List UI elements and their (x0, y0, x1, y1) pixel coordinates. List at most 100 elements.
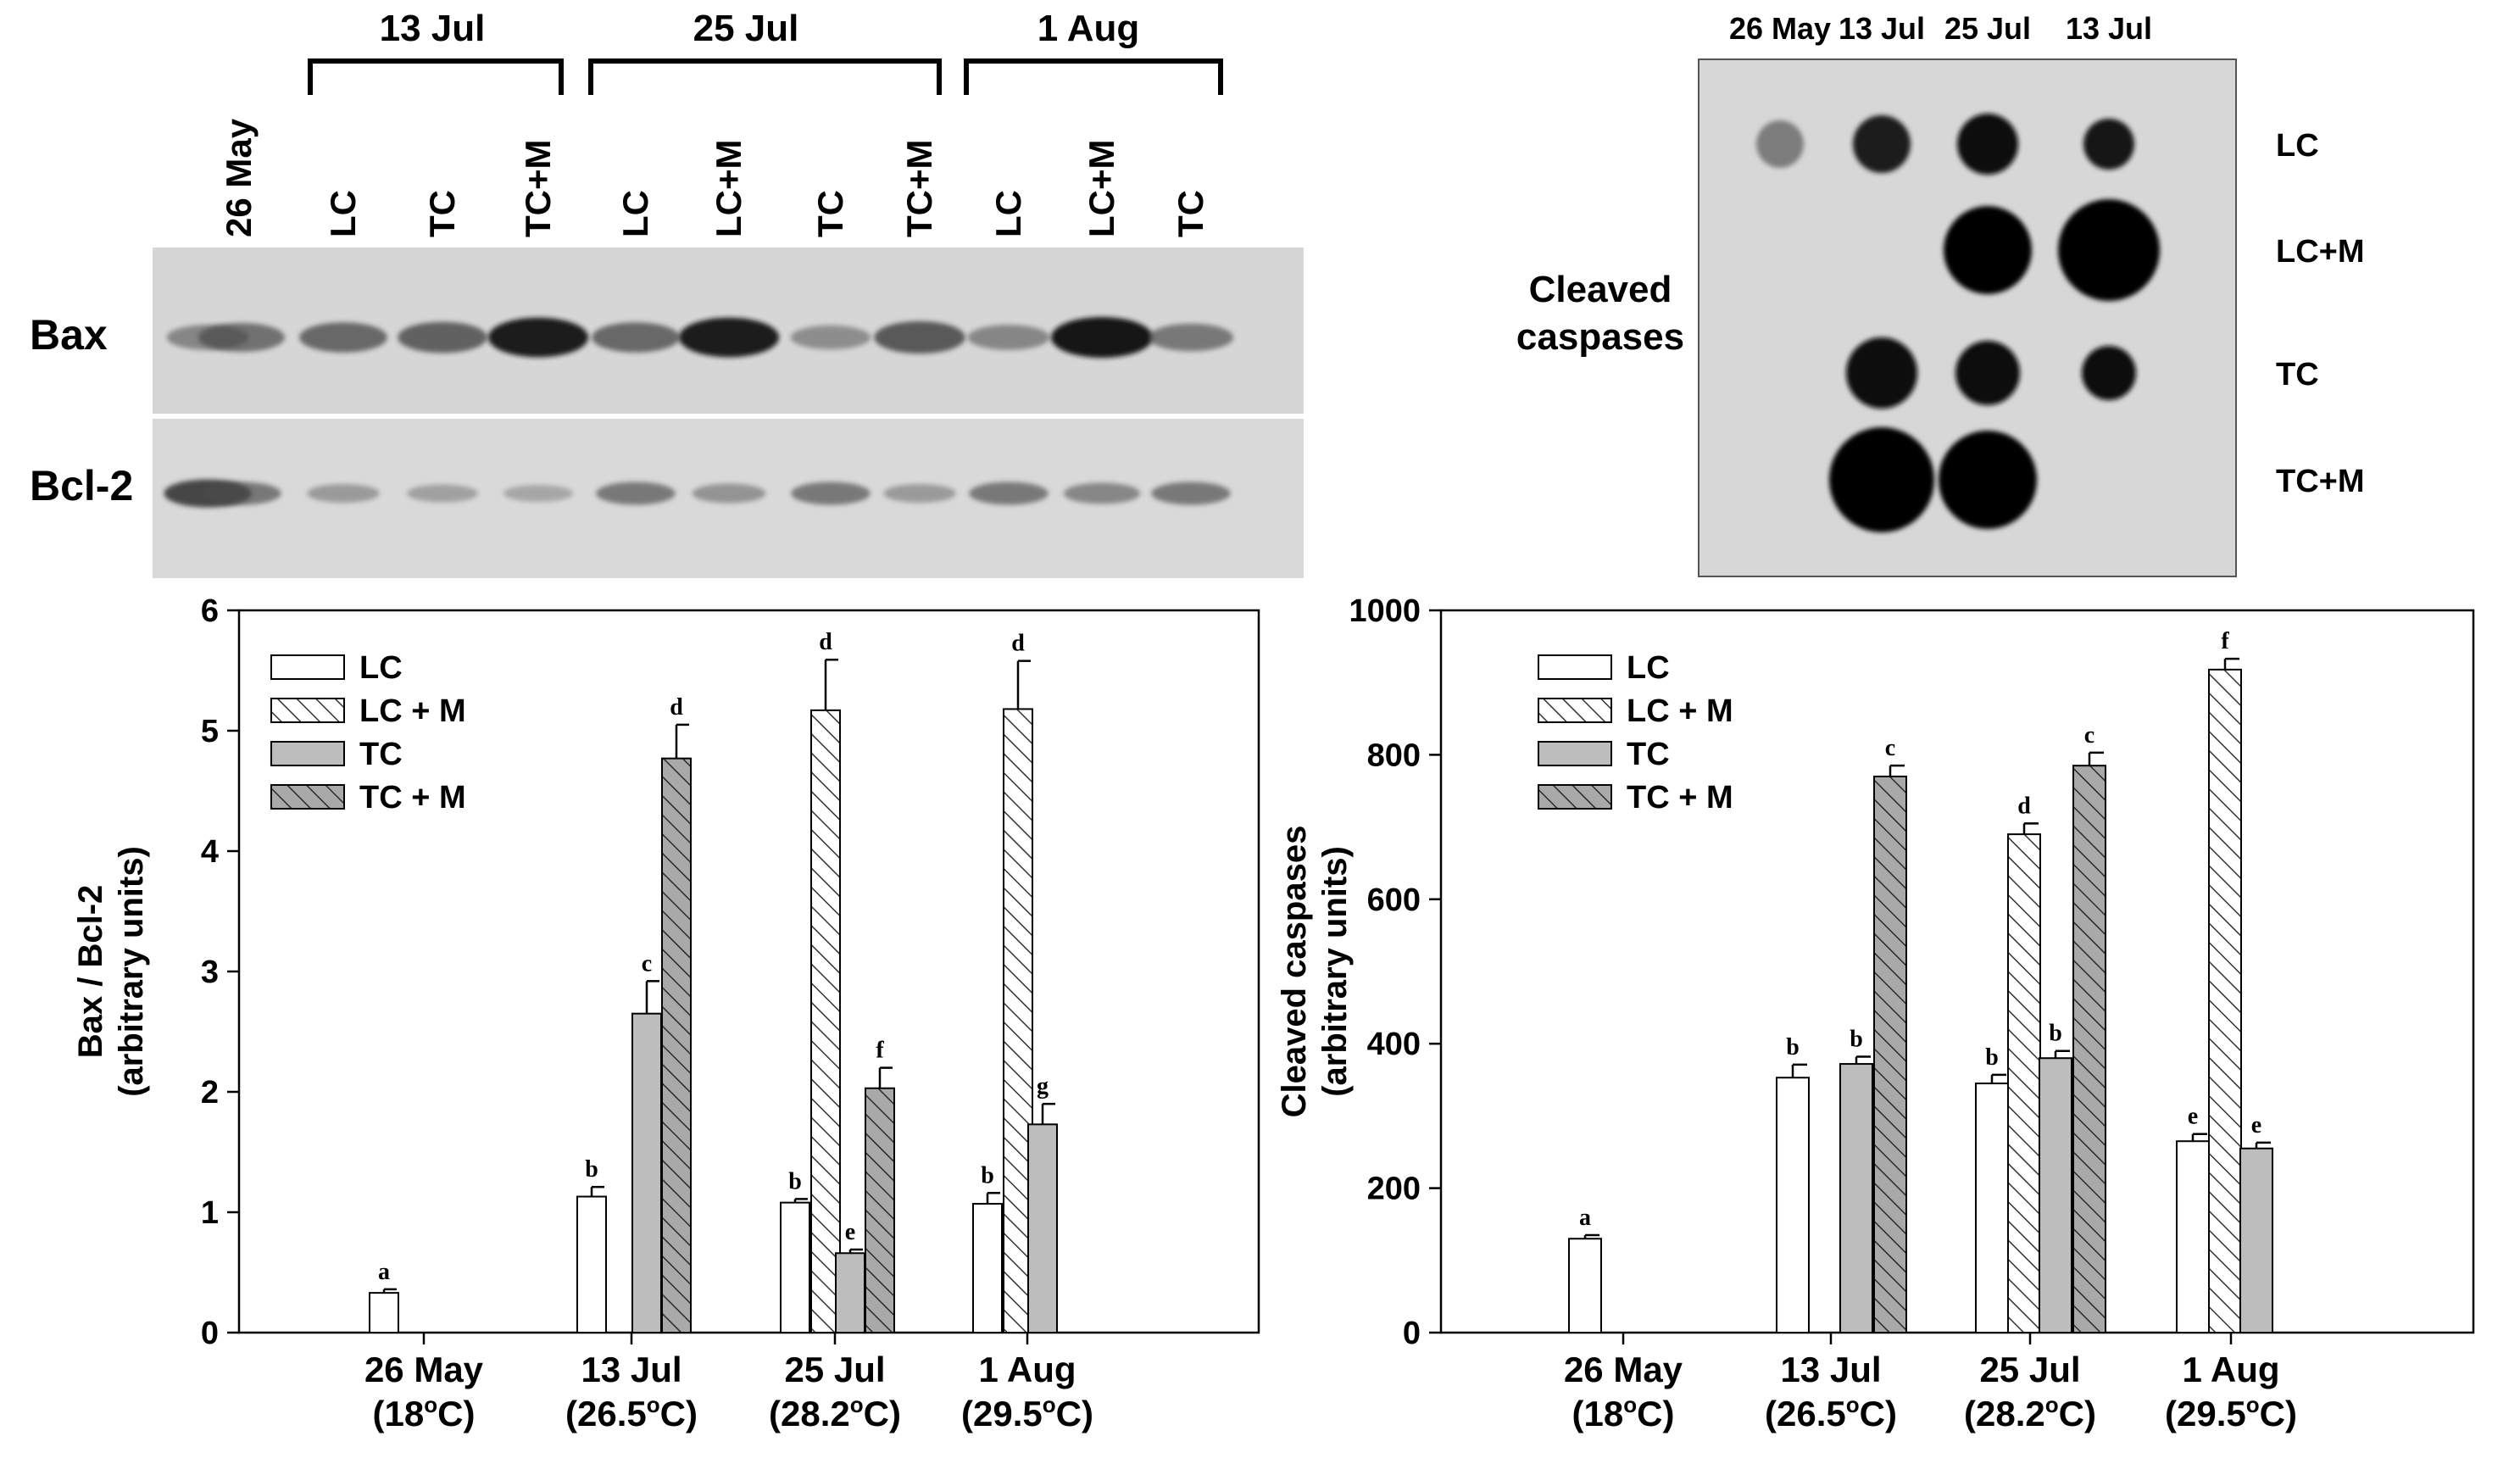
legend-label: LC + M (359, 693, 466, 729)
bax-band (299, 322, 387, 353)
x-tick-label: 1 Aug (2182, 1350, 2279, 1389)
bcl2-band (503, 485, 574, 502)
dot-blot-spot (1756, 120, 1804, 168)
x-tick-label-temperature: (28.2oC) (769, 1392, 901, 1433)
lane-labels: 26 May LC TC TC+M LC LC+M TC TC+M LC LC+M TC (219, 118, 1210, 237)
group-label-13-jul: 13 Jul (380, 8, 486, 49)
dot-blot-side-label-line2: caspases (1516, 316, 1684, 358)
legend-swatch (270, 784, 345, 810)
legend-label: LC + M (1627, 693, 1733, 729)
significance-letter: b (1985, 1044, 1999, 1071)
lane-label-7: TC+M (899, 140, 939, 238)
group-label-25-jul: 25 Jul (693, 8, 799, 49)
x-tick-label: 13 Jul (581, 1350, 681, 1389)
bar (661, 757, 692, 1333)
bracket-25-jul (588, 58, 942, 95)
y-tick-label: 5 (201, 714, 219, 749)
significance-letter: d (2017, 793, 2031, 819)
legend-label: TC + M (1627, 780, 1733, 815)
y-axis-label-unit: (arbitrary units) (113, 846, 150, 1097)
significance-letter: g (1037, 1073, 1049, 1099)
significance-letter: e (845, 1219, 855, 1245)
legend-swatch (270, 698, 345, 723)
bar (576, 1195, 607, 1334)
bar (2072, 765, 2106, 1333)
significance-letter: f (876, 1038, 884, 1064)
y-axis-label-unit: (arbitrary units) (1316, 846, 1354, 1097)
legend-swatch (270, 654, 345, 680)
y-tick-label: 3 (201, 955, 219, 990)
bax-band (1051, 317, 1153, 358)
group-label-1-aug: 1 Aug (1037, 8, 1140, 49)
bcl2-band (596, 482, 676, 505)
dot-blot-spot (1846, 337, 1917, 409)
y-tick-label: 1000 (1349, 593, 1421, 629)
y-tick-label: 2 (201, 1075, 219, 1111)
bar (2208, 668, 2242, 1333)
significance-letter: d (670, 694, 683, 721)
y-tick-label: 400 (1367, 1027, 1421, 1062)
lane-label-4: LC (615, 190, 655, 237)
bar (2007, 833, 2041, 1333)
plot-frame (1439, 609, 2475, 1334)
cleaved-caspases-bar-chart: 0 200 400 600 800 1000 Cleaved caspases (arbitr… (1276, 593, 2475, 1433)
legend-label: TC (1627, 737, 1670, 772)
y-tick-label: 6 (201, 593, 219, 629)
bar (972, 1203, 1003, 1334)
dot-blot-row-label: LC (2276, 128, 2319, 164)
y-tick-label: 800 (1367, 738, 1421, 773)
bar (780, 1201, 810, 1334)
x-tick-label-temperature: (18oC) (1572, 1392, 1675, 1433)
significance-letter: b (788, 1168, 802, 1194)
dot-blot-spot (1957, 114, 2018, 175)
significance-letter: e (2188, 1104, 2198, 1130)
bar (1975, 1083, 2009, 1334)
dot-blot-row-label: TC+M (2276, 464, 2365, 499)
bar (810, 709, 841, 1333)
x-tick-label: 25 Jul (1979, 1350, 2080, 1389)
dot-blot-side-label-line1: Cleaved (1529, 269, 1672, 310)
bar (369, 1292, 399, 1334)
significance-letter: c (2084, 722, 2094, 749)
bar (1027, 1123, 1058, 1333)
y-tick-label: 0 (201, 1316, 219, 1351)
bcl2-band (307, 484, 380, 503)
bcl2-band (969, 482, 1049, 505)
x-tick-label: 26 May (364, 1350, 484, 1389)
dot-blot-spot (1829, 427, 1934, 532)
dot-blot-column-labels: 26 May 13 Jul 25 Jul 13 Jul (1729, 11, 2152, 46)
dot-blot-row-label: TC (2276, 357, 2319, 392)
dot-blot-column-label: 26 May (1729, 11, 1831, 46)
lane-label-3: TC+M (518, 140, 558, 238)
western-blot-panel: 13 Jul 25 Jul 1 Aug 26 May LC TC TC+M LC LC+… (30, 8, 1304, 578)
legend-label: LC (1627, 650, 1670, 686)
legend-swatch (1538, 741, 1612, 766)
bax-band (592, 322, 680, 353)
lane-label-8: LC (988, 190, 1028, 237)
y-tick-label: 600 (1367, 882, 1421, 918)
y-tick-label: 0 (1403, 1316, 1421, 1351)
y-tick-label: 200 (1367, 1172, 1421, 1207)
legend-swatch (1538, 698, 1612, 723)
significance-letter: a (1579, 1205, 1591, 1231)
significance-letter: f (2221, 628, 2229, 654)
x-tick-label-temperature: (18oC) (373, 1392, 476, 1433)
legend-swatch (1538, 784, 1612, 810)
bar (865, 1087, 895, 1333)
lane-label-26-may: 26 May (219, 118, 259, 237)
bar (1776, 1077, 1810, 1334)
lane-label-9: LC+M (1082, 140, 1121, 238)
bax-band (874, 320, 965, 354)
bar (2039, 1057, 2072, 1333)
significance-letter: b (1786, 1034, 1800, 1060)
dot-blot-spot (2083, 119, 2134, 170)
row-label-bcl2: Bcl-2 (30, 462, 133, 509)
y-axis-label: Bax / Bcl-2 (72, 885, 109, 1059)
x-tick-label-temperature: (26.5oC) (1765, 1392, 1897, 1433)
bcl2-band (883, 484, 956, 503)
y-tick-label: 1 (201, 1195, 219, 1231)
bax-band (1148, 323, 1234, 352)
bax-band (198, 323, 285, 352)
